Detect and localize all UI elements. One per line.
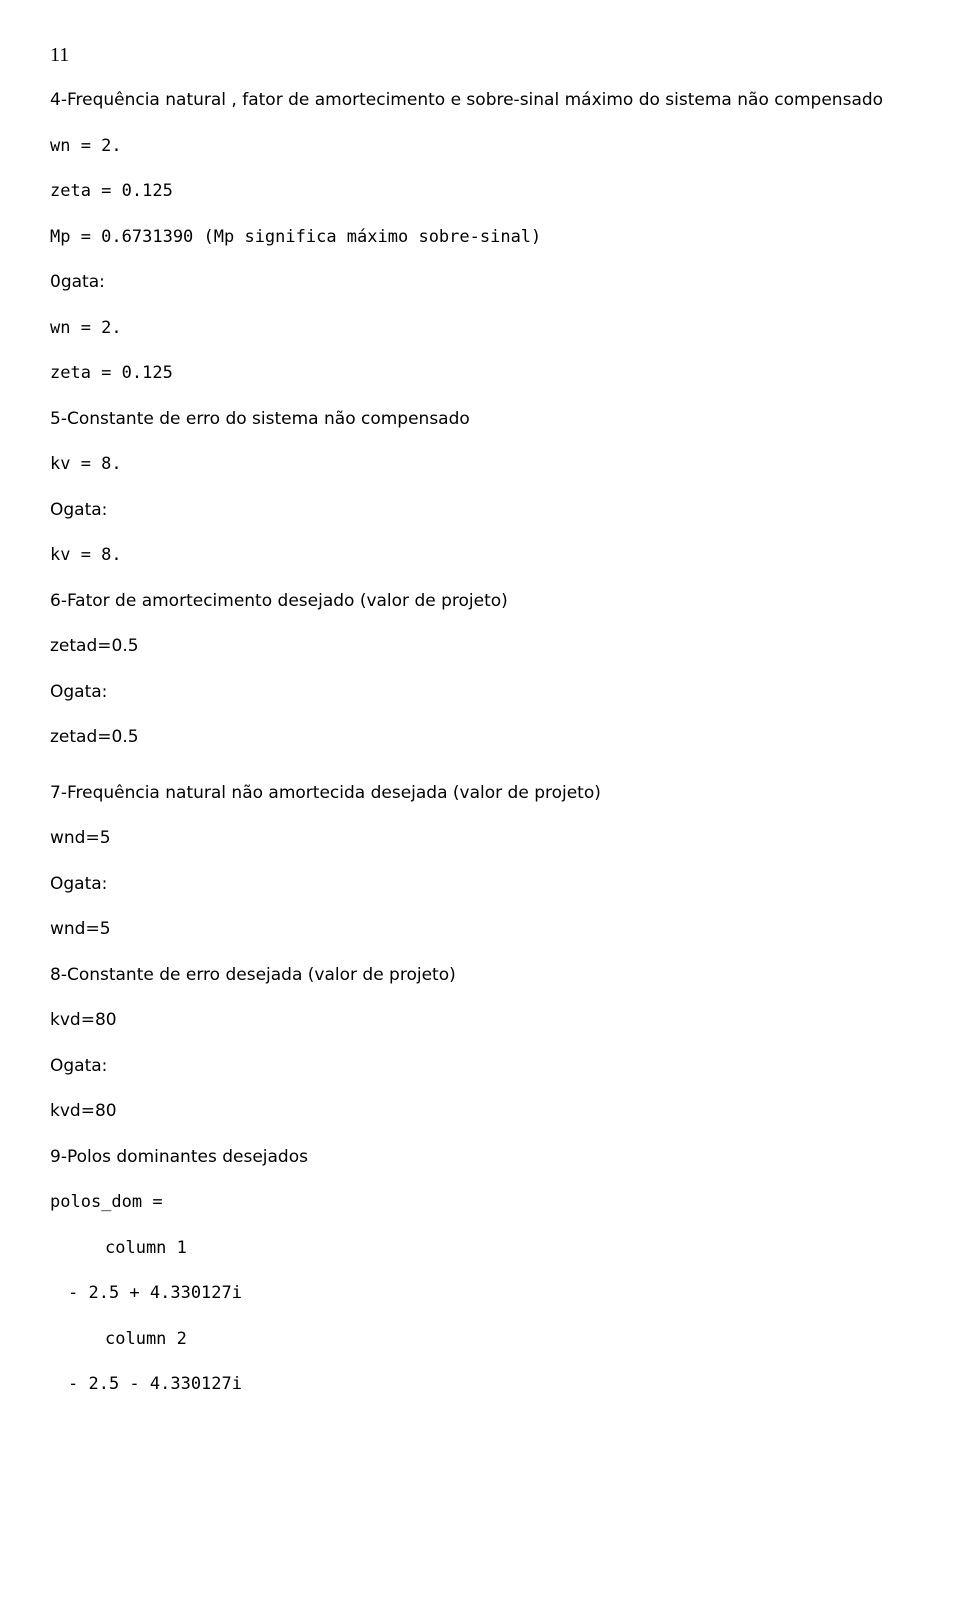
- column-2-value: - 2.5 - 4.330127i: [68, 1372, 910, 1398]
- ogata-label: 0gata:: [50, 270, 910, 296]
- polos-dom: polos_dom =: [50, 1190, 910, 1216]
- section-6-title: 6-Fator de amortecimento desejado (valor…: [50, 589, 910, 615]
- section-4-title: 4-Frequência natural , fator de amorteci…: [50, 88, 910, 114]
- mp-value: Mp = 0.6731390 (Mp significa máximo sobr…: [50, 225, 910, 251]
- zeta-value-ogata: zeta = 0.125: [50, 361, 910, 387]
- section-8-title: 8-Constante de erro desejada (valor de p…: [50, 963, 910, 989]
- section-5-title: 5-Constante de erro do sistema não compe…: [50, 407, 910, 433]
- page-number: 11: [50, 40, 910, 70]
- wnd-value: wnd=5: [50, 826, 910, 852]
- column-2-label: column 2: [105, 1327, 910, 1353]
- ogata-label: Ogata:: [50, 498, 910, 524]
- wn-value: wn = 2.: [50, 134, 910, 160]
- kv-value: kv = 8.: [50, 452, 910, 478]
- column-1-value: - 2.5 + 4.330127i: [68, 1281, 910, 1307]
- kvd-value: kvd=80: [50, 1008, 910, 1034]
- ogata-label: Ogata:: [50, 872, 910, 898]
- zetad-value-ogata: zetad=0.5: [50, 725, 910, 751]
- wn-value-ogata: wn = 2.: [50, 316, 910, 342]
- kv-value-ogata: kv = 8.: [50, 543, 910, 569]
- section-7-title: 7-Frequência natural não amortecida dese…: [50, 781, 910, 807]
- section-9-title: 9-Polos dominantes desejados: [50, 1145, 910, 1171]
- zetad-value: zetad=0.5: [50, 634, 910, 660]
- ogata-label: Ogata:: [50, 1054, 910, 1080]
- column-1-label: column 1: [105, 1236, 910, 1262]
- kvd-value-ogata: kvd=80: [50, 1099, 910, 1125]
- zeta-value: zeta = 0.125: [50, 179, 910, 205]
- wnd-value-ogata: wnd=5: [50, 917, 910, 943]
- ogata-label: Ogata:: [50, 680, 910, 706]
